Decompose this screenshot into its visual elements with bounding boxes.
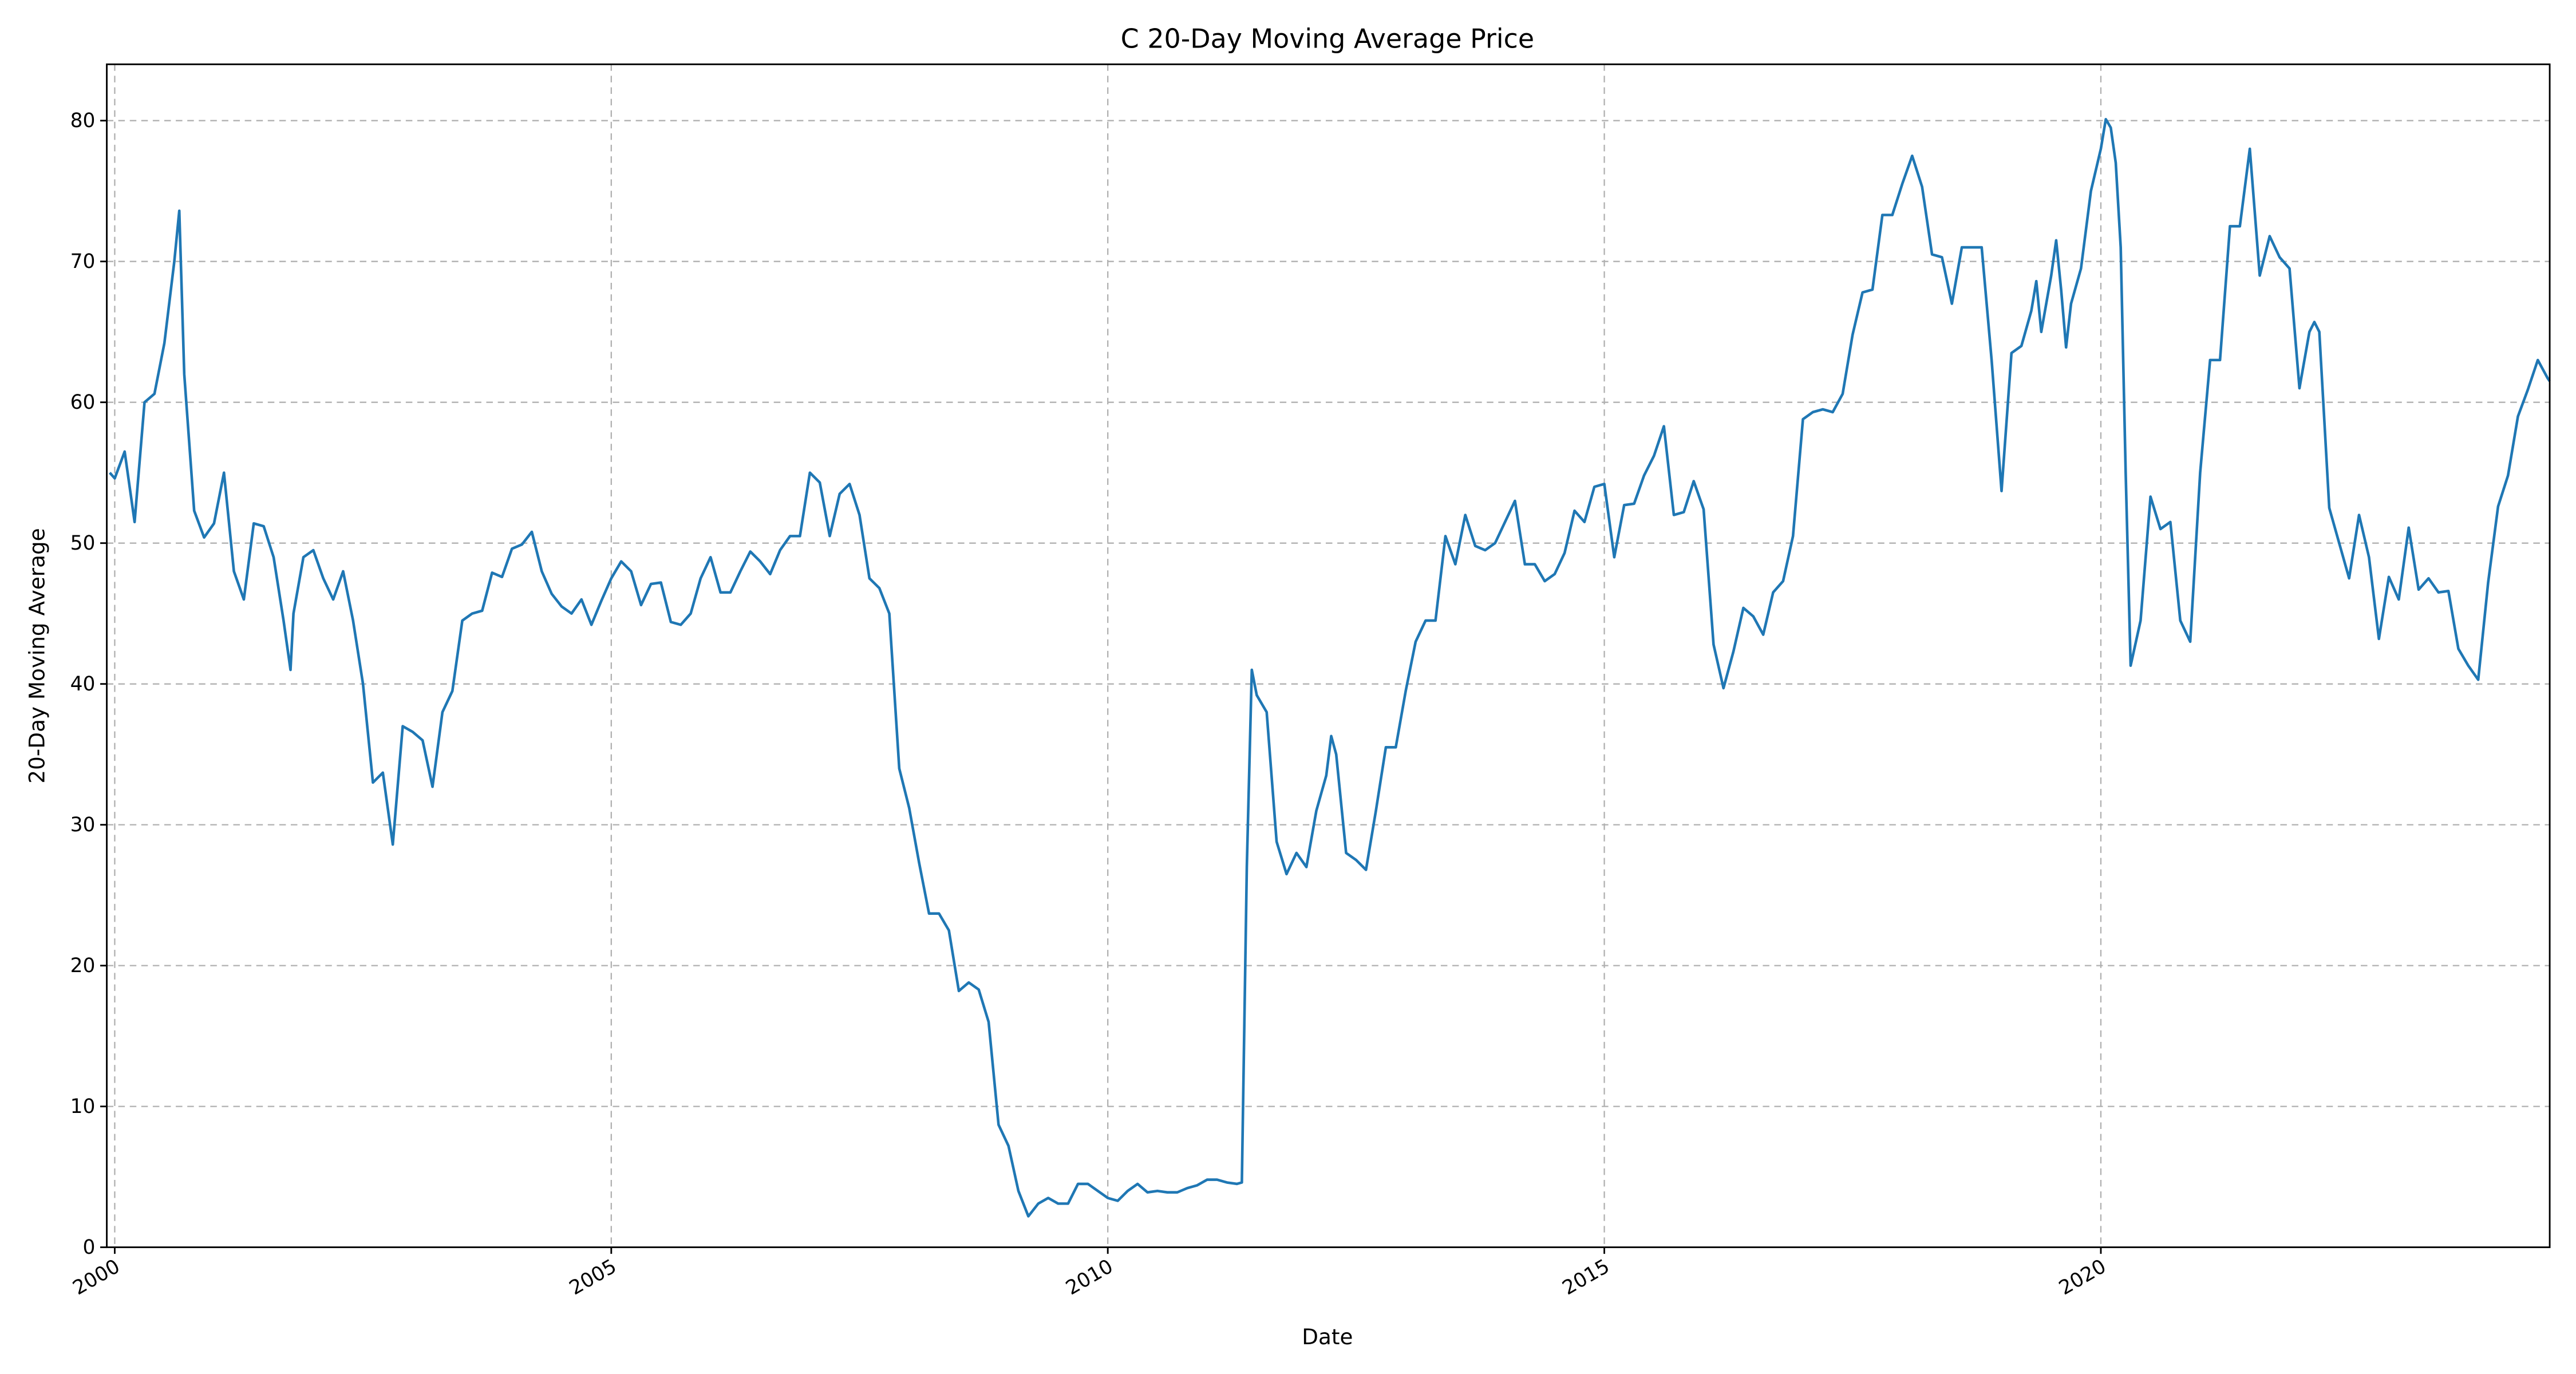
y-tick-label: 80 [70, 109, 96, 132]
chart-title: C 20-Day Moving Average Price [1121, 23, 1534, 54]
y-tick-label: 40 [70, 673, 96, 696]
y-tick-label: 0 [83, 1236, 96, 1259]
y-tick-label: 50 [70, 532, 96, 555]
y-tick-label: 60 [70, 391, 96, 414]
plot-frame [106, 63, 2551, 1249]
y-axis-label: 20-Day Moving Average [24, 528, 49, 783]
y-tick-label: 70 [70, 250, 96, 273]
y-tick-label: 20 [70, 954, 96, 977]
y-tick-label: 30 [70, 814, 96, 836]
y-tick-label: 10 [70, 1095, 96, 1118]
data-line [109, 117, 2551, 1218]
x-axis-label: Date [1302, 1324, 1353, 1349]
